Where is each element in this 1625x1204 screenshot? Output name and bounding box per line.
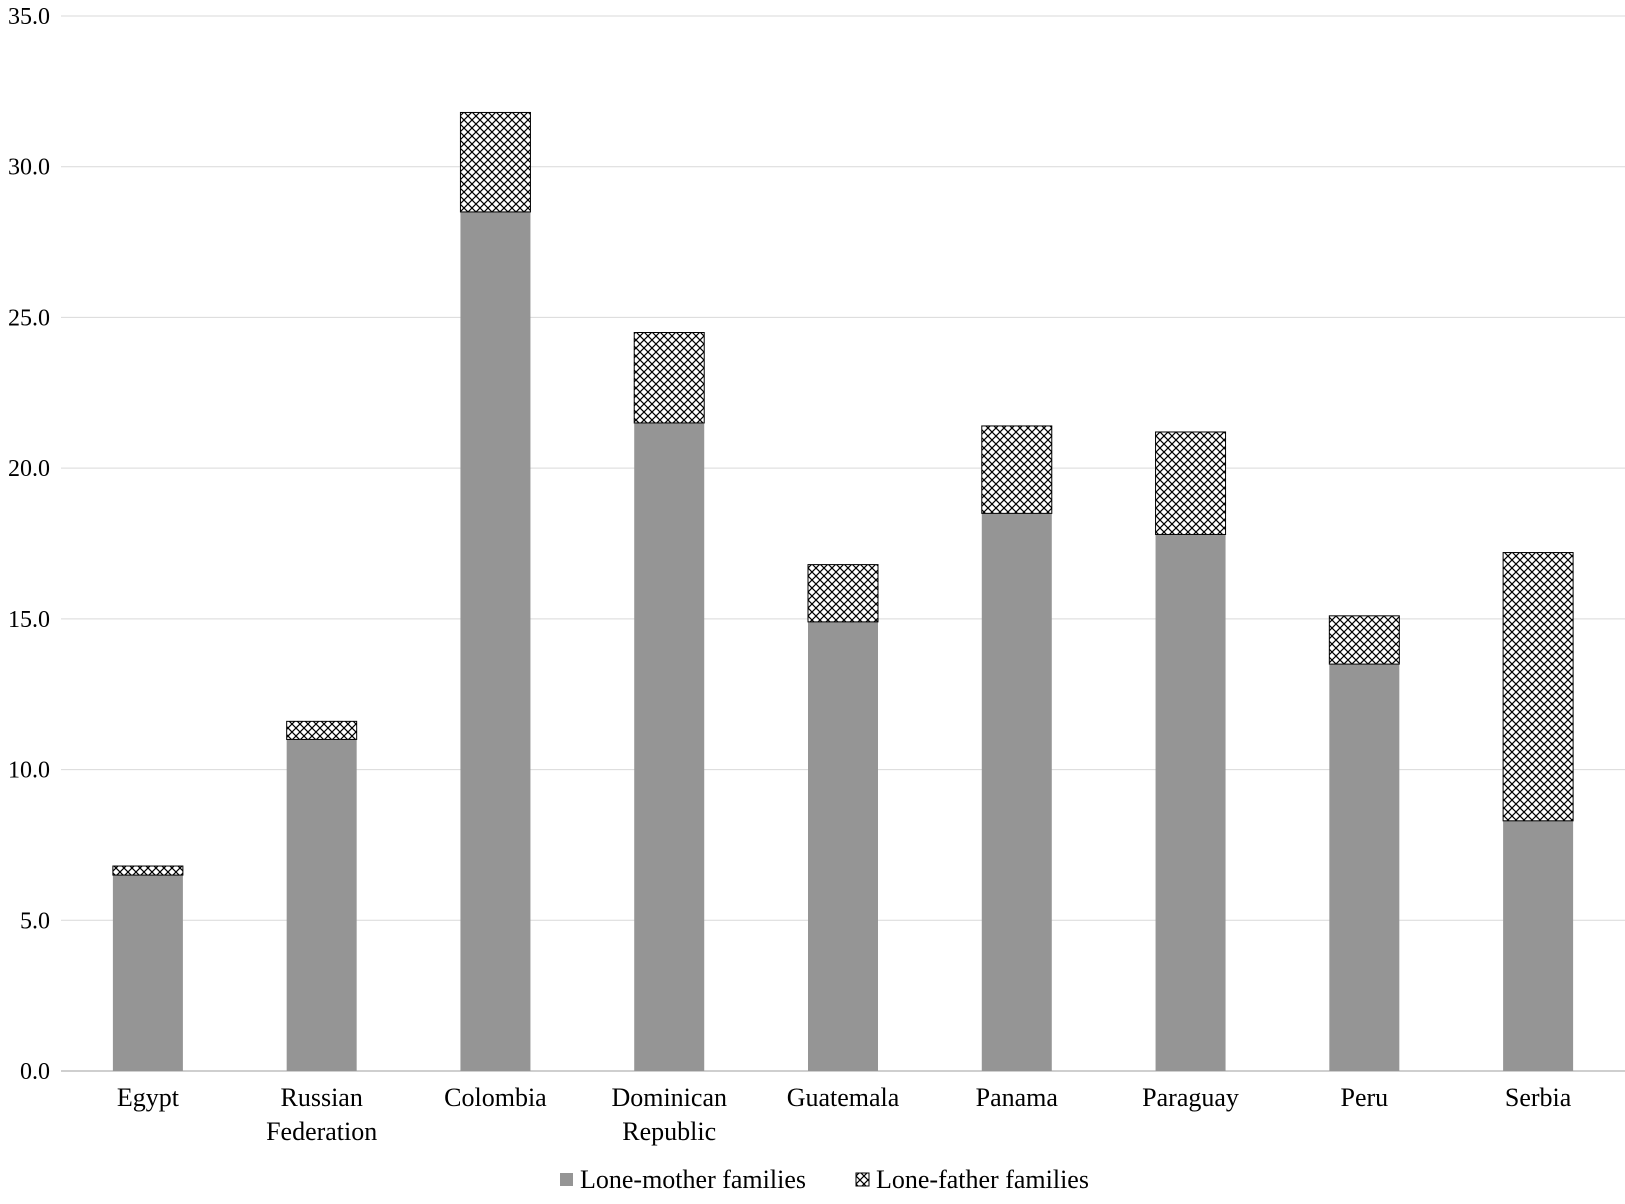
bar-lone-mother — [460, 211, 531, 1071]
bar-lone-father — [633, 332, 705, 424]
y-tick-label: 25.0 — [8, 305, 50, 331]
y-tick-label: 30.0 — [8, 155, 50, 181]
bar-lone-mother — [808, 621, 878, 1071]
y-tick-label: 35.0 — [8, 4, 50, 30]
x-category-label: Serbia — [1505, 1083, 1572, 1112]
y-tick-label: 5.0 — [20, 908, 50, 934]
bar-lone-father — [459, 111, 531, 213]
y-tick-label: 15.0 — [8, 607, 50, 633]
bar-lone-father — [112, 865, 184, 876]
x-category-label: Guatemala — [787, 1083, 900, 1112]
x-category-label: Paraguay — [1142, 1083, 1239, 1112]
bar-lone-mother — [112, 875, 183, 1071]
y-tick-label: 10.0 — [8, 758, 50, 784]
bar-lone-father — [1502, 552, 1574, 822]
bar-lone-father — [981, 425, 1053, 514]
bar-lone-father — [1328, 615, 1400, 665]
x-category-label: Egypt — [117, 1083, 180, 1112]
y-tick-label: 20.0 — [8, 456, 50, 482]
bars — [112, 111, 1574, 1071]
bar-lone-mother — [286, 739, 357, 1071]
legend-swatch-lone-mother — [560, 1173, 573, 1186]
y-axis-tick-labels: 0.0 5.0 10.0 15.0 20.0 25.0 30.0 35.0 — [8, 4, 50, 1085]
x-category-label: Dominican Republic — [611, 1083, 727, 1146]
legend-swatch-lone-father — [855, 1172, 870, 1187]
bar-lone-father — [286, 720, 358, 740]
x-category-label: Russian Federation — [266, 1083, 377, 1146]
bar-lone-father — [807, 564, 879, 623]
x-category-label: Colombia — [444, 1083, 547, 1112]
legend-label: Lone-father families — [876, 1165, 1089, 1194]
bar-lone-father — [1155, 431, 1227, 535]
bar-lone-mother — [634, 422, 705, 1071]
y-tick-label: 0.0 — [20, 1059, 50, 1085]
legend: Lone-mother families Lone-father families — [560, 1165, 1089, 1194]
x-category-label: Panama — [976, 1083, 1059, 1112]
bar-lone-mother — [1503, 820, 1574, 1071]
bar-lone-mother — [1329, 664, 1400, 1071]
x-axis-category-labels: Egypt Russian Federation Colombia Dominican R… — [117, 1083, 1572, 1146]
bar-lone-mother — [1155, 534, 1226, 1071]
x-category-label: Peru — [1340, 1083, 1388, 1112]
legend-label: Lone-mother families — [580, 1165, 806, 1194]
bar-lone-mother — [981, 513, 1052, 1071]
